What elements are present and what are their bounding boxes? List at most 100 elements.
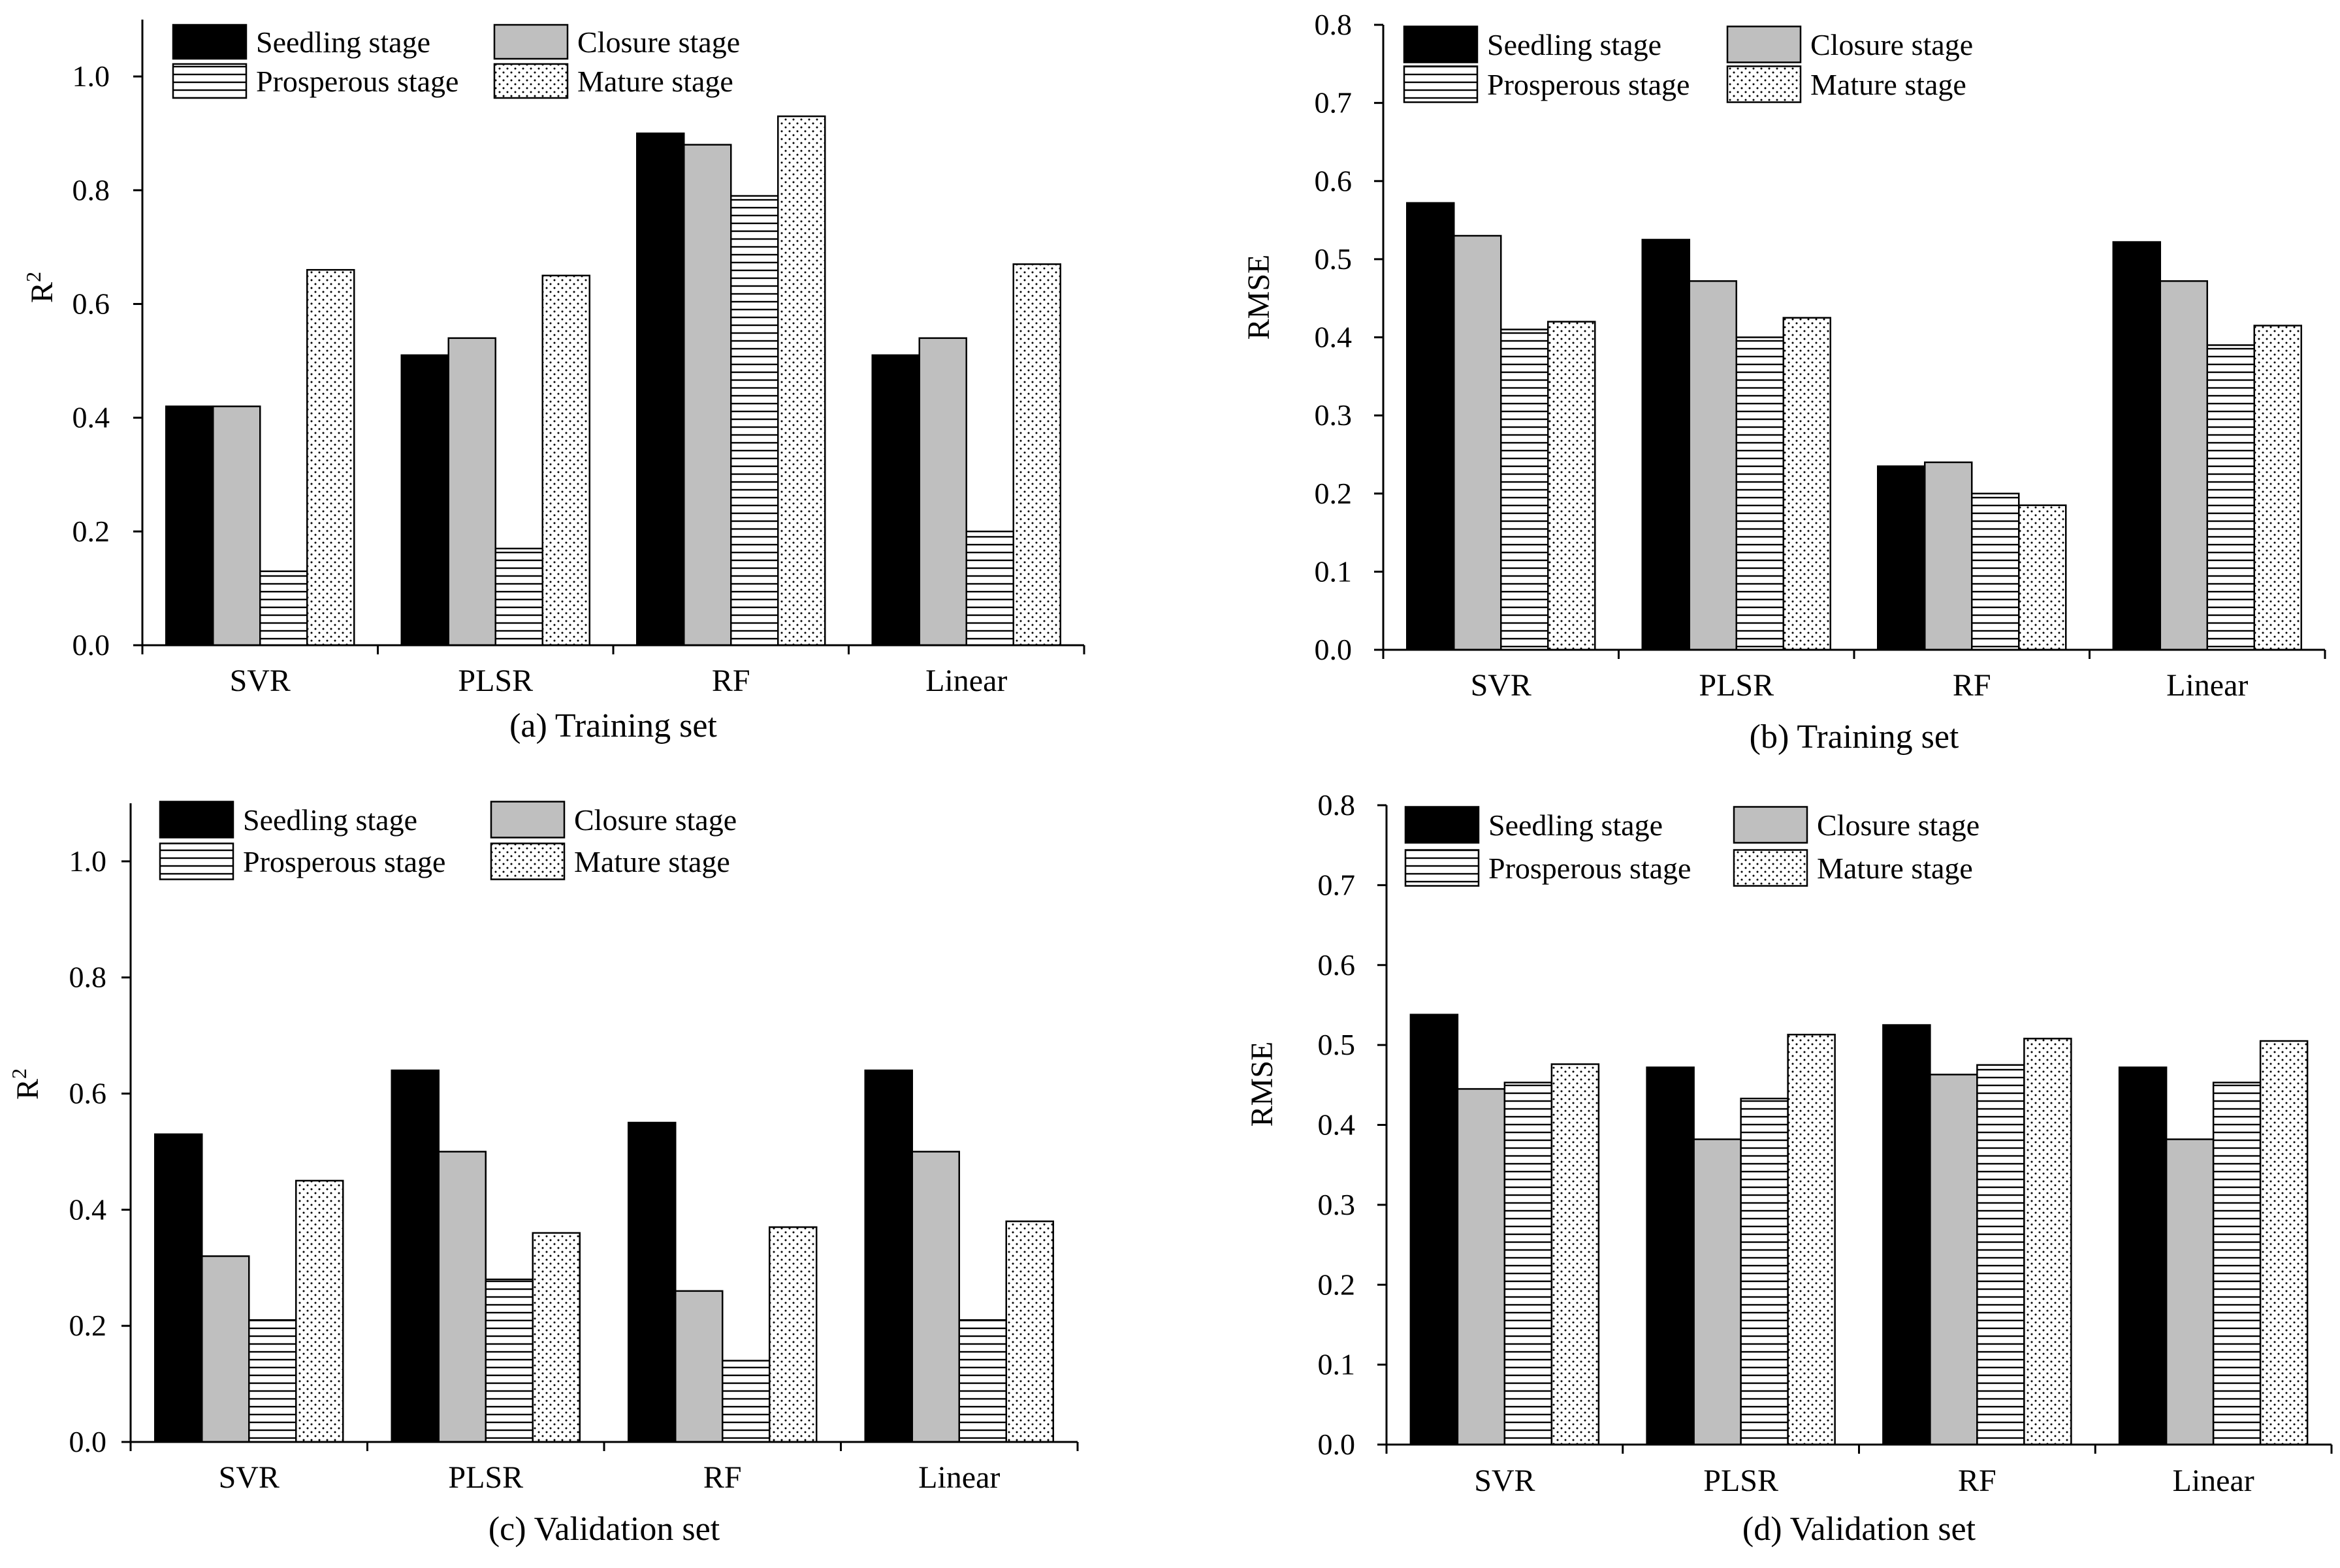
bar-mature-stage-linear [2253, 325, 2302, 651]
chart-panel-1: 0.0 0.2 0.4 0.6 0.8 1.0 SVR PLSR RF Linear R2 (a) T… [22, 20, 1085, 744]
legend-swatch-closure-stage [493, 24, 569, 60]
y-tick-label: 0.4 [69, 1192, 107, 1226]
bar-prosperous-stage-svr [1500, 328, 1549, 651]
bar-mature-stage-svr [295, 1179, 344, 1443]
bar-seedling-stage-linear [871, 354, 920, 647]
y-axis-title: R2 [7, 1068, 45, 1100]
y-tick-label: 0.3 [1315, 398, 1353, 432]
y-tick-label: 0.7 [1315, 86, 1353, 120]
bar-mature-stage-rf [777, 115, 826, 647]
y-tick-label: 0.0 [1315, 633, 1353, 666]
bar-mature-stage-linear [1005, 1220, 1054, 1443]
bar-seedling-stage-rf [1877, 465, 1926, 651]
bar-seedling-stage-linear [2112, 241, 2161, 651]
y-axis-title-superscript: 2 [7, 1068, 31, 1079]
y-tick-label: 0.2 [69, 1309, 107, 1342]
y-tick-label: 0.5 [1315, 242, 1353, 276]
legend-label-mature-stage: Mature stage [577, 65, 733, 98]
legend-swatch-prosperous-stage [159, 842, 234, 880]
panel-caption: (d) Validation set [1742, 1511, 1976, 1548]
bar-closure-stage-linear [911, 1151, 960, 1443]
bar-closure-stage-rf [1929, 1074, 1978, 1446]
y-tick-label: 0.6 [1315, 164, 1353, 197]
y-tick-label: 0.1 [1318, 1348, 1356, 1381]
y-tick-label: 0.6 [1318, 948, 1356, 982]
bar-closure-stage-plsr [1693, 1138, 1742, 1446]
x-tick-label-linear: Linear [918, 1460, 1000, 1495]
bar-seedling-stage-rf [1882, 1024, 1931, 1446]
bar-mature-stage-plsr [532, 1232, 581, 1443]
y-tick-label: 0.8 [69, 961, 107, 994]
bar-seedling-stage-linear [864, 1069, 913, 1443]
bar-prosperous-stage-linear [2206, 344, 2255, 651]
bar-prosperous-stage-svr [248, 1319, 297, 1443]
y-tick-label: 0.4 [1318, 1108, 1356, 1142]
bar-closure-stage-rf [683, 144, 732, 647]
legend-label-seedling-stage: Seedling stage [1487, 28, 1661, 61]
y-tick-label: 0.6 [72, 287, 110, 320]
bar-prosperous-stage-plsr [485, 1278, 534, 1443]
legend: Seedling stage Closure stage Prosperous st… [172, 24, 740, 99]
bar-mature-stage-plsr [1782, 317, 1831, 651]
bar-mature-stage-rf [2018, 504, 2067, 651]
bar-mature-stage-svr [1547, 321, 1596, 651]
y-tick-label: 1.0 [69, 844, 107, 878]
legend-swatch-mature-stage [493, 63, 569, 99]
legend-label-seedling-stage: Seedling stage [1488, 808, 1663, 842]
legend-label-mature-stage: Mature stage [1810, 68, 1966, 101]
y-tick-label: 0.2 [72, 515, 110, 548]
x-tick-label-svr: SVR [230, 664, 291, 698]
x-tick-label-svr: SVR [1474, 1464, 1535, 1498]
bar-closure-stage-svr [1453, 234, 1502, 651]
bar-prosperous-stage-rf [722, 1360, 771, 1443]
bar-closure-stage-plsr [447, 337, 496, 647]
bar-seedling-stage-linear [2118, 1066, 2168, 1446]
x-tick-label-linear: Linear [2166, 668, 2248, 703]
bar-closure-stage-plsr [1688, 280, 1737, 651]
y-axis-title-superscript: 2 [22, 272, 45, 282]
legend-label-prosperous-stage: Prosperous stage [256, 65, 458, 98]
x-tick-label-linear: Linear [925, 664, 1007, 698]
bar-seedling-stage-svr [1406, 202, 1455, 651]
y-axis-title: RMSE [1242, 255, 1276, 340]
legend-swatch-closure-stage [1726, 25, 1802, 63]
legend: Seedling stage Closure stage Prosperous st… [159, 801, 737, 880]
y-tick-label: 0.8 [1315, 8, 1353, 41]
bar-seedling-stage-svr [1409, 1014, 1459, 1446]
legend-label-closure-stage: Closure stage [1817, 808, 1979, 842]
x-tick-label-plsr: PLSR [1699, 668, 1774, 703]
legend-swatch-mature-stage [1726, 65, 1802, 103]
x-tick-label-svr: SVR [1471, 668, 1531, 703]
y-tick-label: 1.0 [72, 59, 110, 93]
y-axis-title: RMSE [1245, 1042, 1279, 1127]
legend-label-prosperous-stage: Prosperous stage [1488, 852, 1691, 885]
bar-closure-stage-svr [1456, 1088, 1506, 1446]
x-tick-label-plsr: PLSR [448, 1460, 523, 1495]
y-tick-label: 0.0 [69, 1425, 107, 1458]
bar-closure-stage-svr [212, 405, 261, 647]
bar-prosperous-stage-rf [1976, 1064, 2025, 1446]
bar-prosperous-stage-plsr [1735, 336, 1784, 651]
legend: Seedling stage Closure stage Prosperous st… [1404, 806, 1979, 887]
legend-label-closure-stage: Closure stage [574, 803, 737, 837]
legend-swatch-mature-stage [490, 842, 566, 880]
bar-prosperous-stage-rf [730, 195, 779, 647]
y-tick-label: 0.5 [1318, 1028, 1356, 1061]
y-tick-label: 0.3 [1318, 1188, 1356, 1221]
legend-swatch-seedling-stage [1403, 25, 1479, 63]
bar-mature-stage-linear [2259, 1040, 2309, 1446]
bar-prosperous-stage-linear [958, 1319, 1007, 1443]
x-tick-label-svr: SVR [219, 1460, 280, 1495]
bar-closure-stage-rf [1924, 461, 1973, 651]
bar-seedling-stage-rf [628, 1121, 677, 1443]
bar-mature-stage-plsr [541, 274, 590, 647]
bar-closure-stage-linear [2159, 280, 2208, 651]
legend-swatch-seedling-stage [172, 24, 248, 60]
y-tick-label: 0.0 [1318, 1428, 1356, 1461]
bar-mature-stage-plsr [1787, 1033, 1836, 1446]
y-tick-label: 0.8 [72, 173, 110, 206]
legend-swatch-closure-stage [490, 801, 566, 839]
bar-prosperous-stage-plsr [494, 547, 543, 647]
legend-label-seedling-stage: Seedling stage [243, 803, 417, 837]
